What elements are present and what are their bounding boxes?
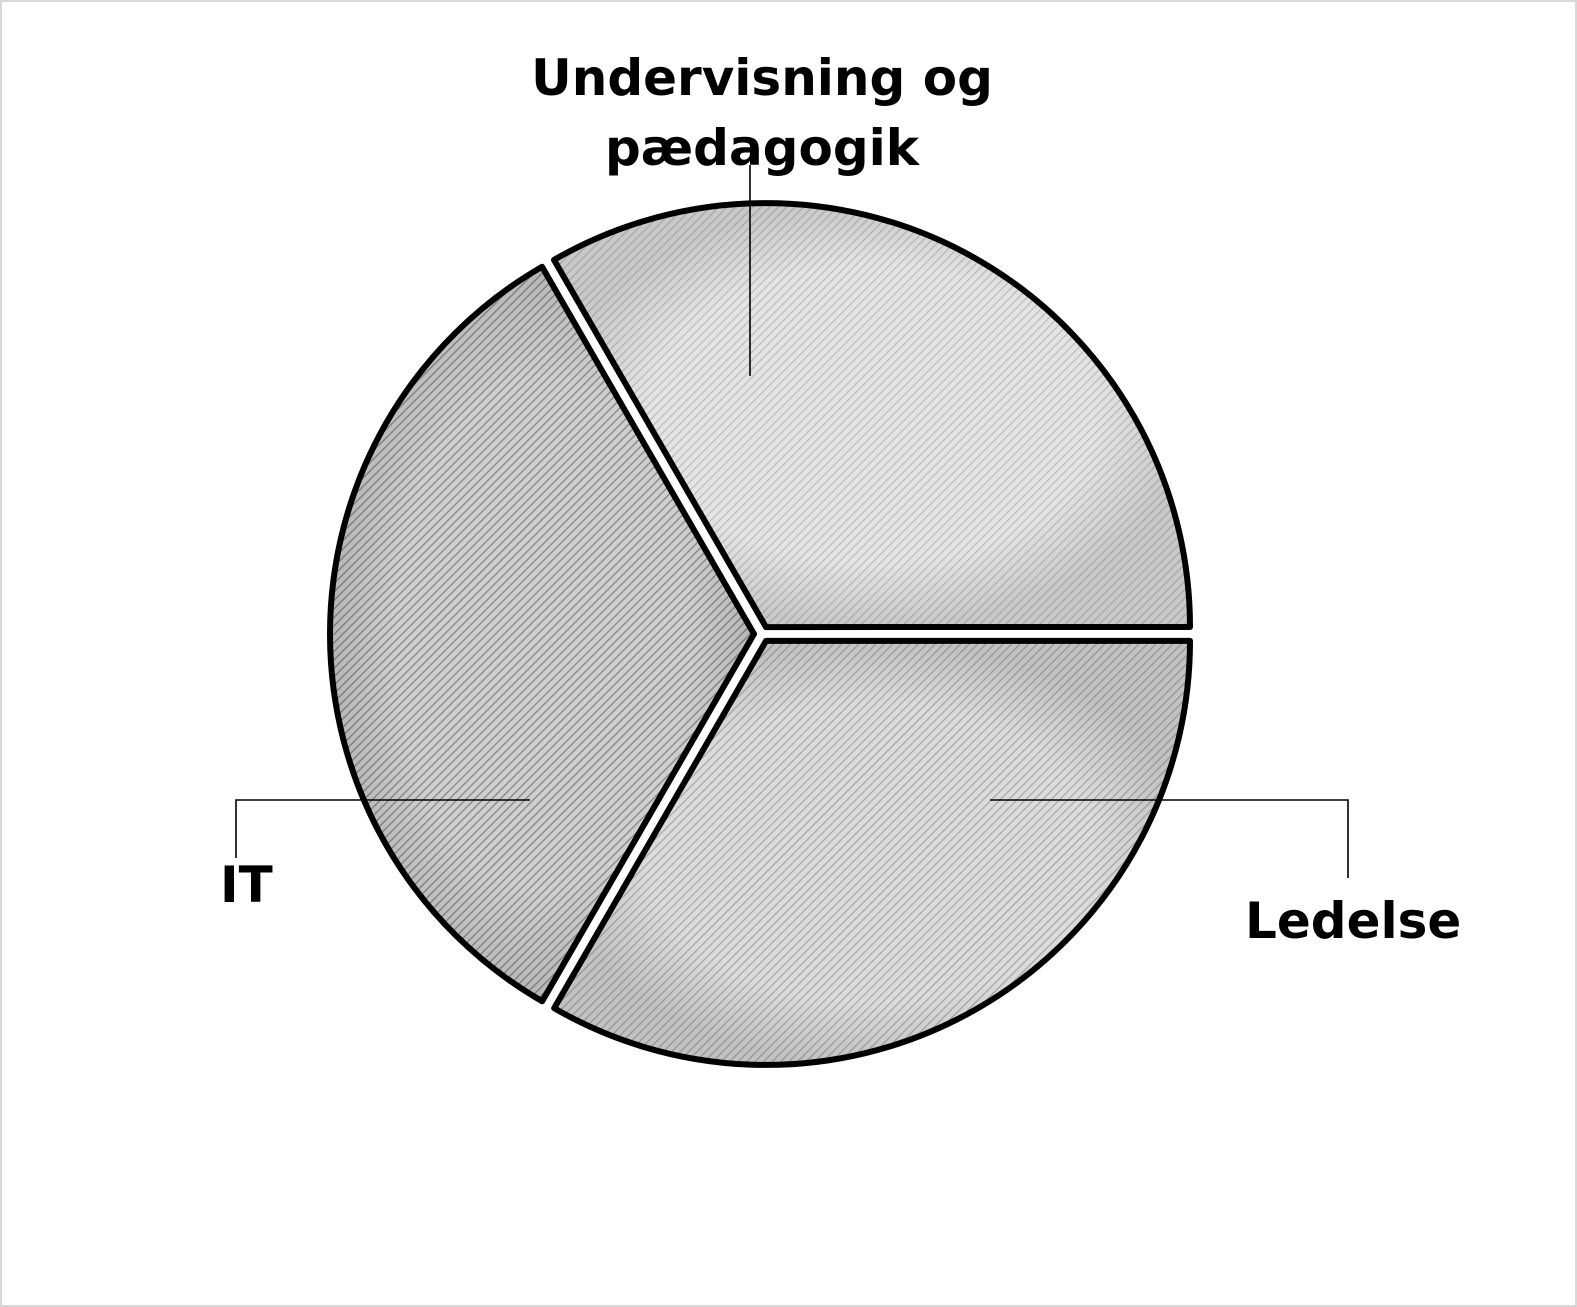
slice-label-line: pædagogik	[605, 119, 921, 177]
slice-label-0: Undervisning og pædagogik	[531, 49, 993, 177]
pie-slice-shade-2	[330, 266, 754, 1002]
slice-label-line: IT	[220, 856, 273, 914]
slice-label-line: Ledelse	[1245, 892, 1461, 950]
slice-label-2: IT	[220, 856, 273, 914]
pie-slice-shade-1	[554, 640, 1191, 1065]
leader-line-1	[990, 799, 1349, 878]
slice-label-line: Undervisning og	[531, 49, 993, 107]
pie-slice-shade-0	[553, 203, 1190, 628]
leader-line-2	[235, 799, 530, 858]
slice-label-1: Ledelse	[1245, 892, 1461, 950]
